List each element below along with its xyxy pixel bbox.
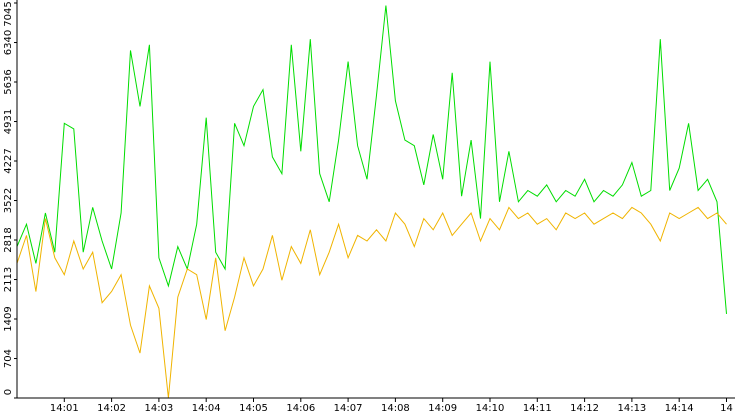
x-tick-label: 14:13 — [617, 403, 646, 414]
y-tick-label: 4931 — [3, 109, 14, 134]
series-line — [16, 206, 727, 399]
x-tick-label: 14 — [720, 403, 733, 414]
x-tick-label: 14:03 — [144, 403, 173, 414]
y-tick-label: 2818 — [3, 227, 14, 252]
x-tick-label: 14:05 — [239, 403, 268, 414]
y-tick-label: 4227 — [3, 148, 14, 173]
y-tick-label: 0 — [3, 389, 14, 395]
y-tick-label: 7045 — [3, 1, 14, 26]
x-tick-label: 14:04 — [192, 403, 221, 414]
x-tick-label: 14:12 — [570, 403, 599, 414]
x-tick-label: 14:02 — [97, 403, 126, 414]
x-tick-label: 14:01 — [50, 403, 79, 414]
y-tick-label: 2113 — [3, 267, 14, 292]
x-tick-label: 14:14 — [665, 403, 694, 414]
series-line — [16, 5, 727, 314]
x-tick-label: 14:10 — [476, 403, 505, 414]
x-tick-label: 14:08 — [381, 403, 410, 414]
y-tick-label: 704 — [3, 349, 14, 368]
y-tick-label: 6340 — [3, 30, 14, 55]
x-tick-label: 14:06 — [286, 403, 315, 414]
y-tick-label: 3522 — [3, 188, 14, 213]
x-tick-label: 14:07 — [334, 403, 363, 414]
x-tick-label: 14:09 — [428, 403, 457, 414]
y-tick-label: 5636 — [3, 69, 14, 94]
y-tick-label: 1409 — [3, 306, 14, 331]
x-tick-label: 14:11 — [523, 403, 552, 414]
